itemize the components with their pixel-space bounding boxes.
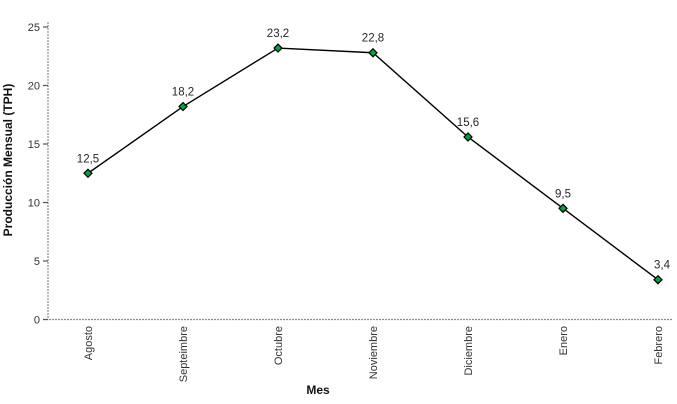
x-axis-title: Mes xyxy=(306,383,330,397)
x-tick-label: Febrero xyxy=(653,326,665,365)
y-axis-title: Producción Mensual (TPH) xyxy=(1,84,15,237)
x-tick-label: Enero xyxy=(558,326,570,355)
data-point-marker xyxy=(178,101,188,112)
series-layer: 12,5 18,2 23,2 22,8 15,6 9,5 3,4 xyxy=(77,28,671,285)
y-tick-label: 5 xyxy=(34,256,40,268)
data-point-marker xyxy=(368,47,378,58)
data-point-marker xyxy=(83,168,93,179)
data-point-label: 3,4 xyxy=(654,260,671,272)
data-point-label: 9,5 xyxy=(555,188,571,200)
data-point-marker xyxy=(273,43,283,53)
data-point-marker xyxy=(653,274,663,285)
data-point-label: 22,8 xyxy=(362,33,384,45)
y-tick-label: 25 xyxy=(28,22,40,34)
data-point-label: 15,6 xyxy=(457,117,479,129)
data-point-marker xyxy=(463,132,473,142)
series-line xyxy=(87,47,659,281)
x-tick-label: Noviembre xyxy=(368,326,380,379)
x-tick-label: Agosto xyxy=(83,326,95,360)
data-point-label: 12,5 xyxy=(77,153,99,165)
x-tick-label: Octubre xyxy=(273,326,285,365)
data-point-marker xyxy=(558,203,568,214)
y-tick-label: 0 xyxy=(34,315,40,327)
x-tick-label: Diciembre xyxy=(463,326,475,376)
data-point-label: 23,2 xyxy=(267,28,289,40)
y-tick-label: 10 xyxy=(28,198,40,210)
y-tick-label: 15 xyxy=(28,139,40,151)
axes-layer: 0 5 10 15 20 25 Agosto Septeimbre Octubre Noviemb… xyxy=(28,22,672,382)
x-tick-label: Septeimbre xyxy=(178,326,190,382)
y-tick-label: 20 xyxy=(28,81,40,93)
data-point-label: 18,2 xyxy=(172,87,194,99)
